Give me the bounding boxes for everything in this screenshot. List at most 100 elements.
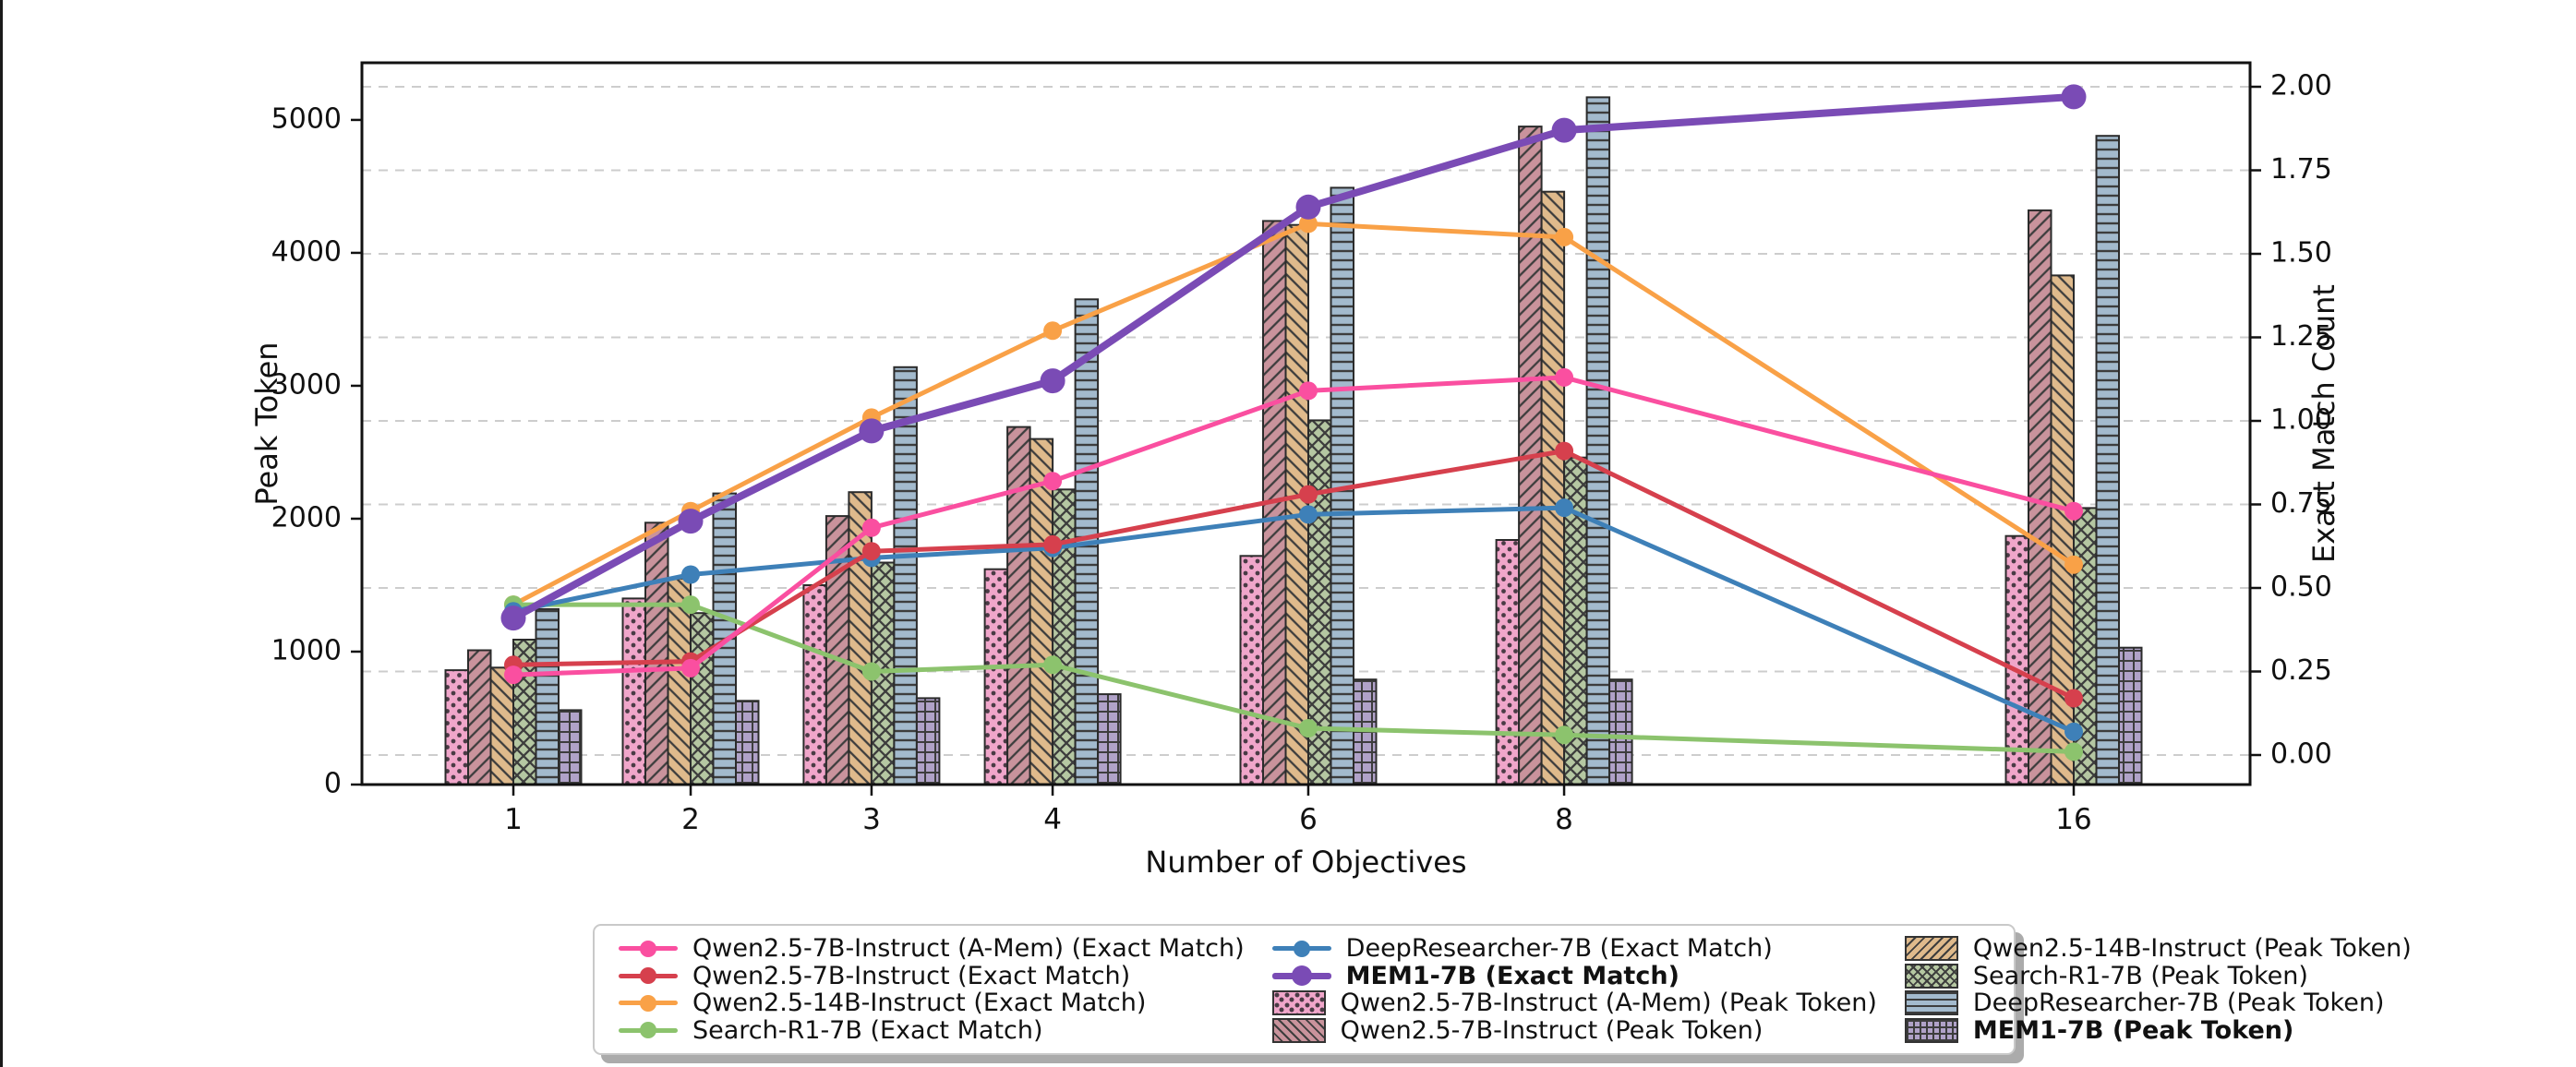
bar-hatch-qwen2-5-7b-instruct-a-mem-peak-token-x16	[2004, 534, 2029, 785]
bar-hatch-qwen2-5-7b-instruct-peak-token-x16	[2028, 209, 2052, 785]
x-tick-label: 6	[1299, 803, 1318, 836]
legend-item-deepresearcher-7b-exact-match: DeepResearcher-7B (Exact Match)	[1271, 934, 1877, 964]
legend-label: Search-R1-7B (Peak Token)	[1972, 961, 2308, 990]
marker-mem1-7b-exact-match-x4	[1040, 368, 1065, 394]
legend-bar-swatch	[1904, 963, 1958, 989]
marker-search-r1-7b-exact-match-x4	[1043, 655, 1063, 675]
right-tick-label: 1.50	[2270, 237, 2332, 270]
legend-item-search-r1-7b-peak-token: Search-R1-7B (Peak Token)	[1904, 961, 2412, 990]
legend-line-swatch	[619, 993, 678, 1013]
bar-hatch-qwen2-5-7b-instruct-a-mem-peak-token-x8	[1495, 539, 1521, 785]
marker-deepresearcher-7b-exact-match-x8	[1555, 498, 1574, 518]
bar-hatch-mem1-7b-peak-token-x1	[558, 709, 583, 786]
right-tick-label: 0.50	[2270, 571, 2332, 604]
bar-hatch-search-r1-7b-peak-token-x2	[690, 612, 715, 786]
bar-hatch-deepresearcher-7b-peak-token-x1	[535, 607, 560, 786]
legend-item-qwen2-5-7b-instruct-a-mem-peak-token: Qwen2.5-7B-Instruct (A-Mem) (Peak Token)	[1271, 989, 1877, 1017]
legend-line-swatch	[619, 965, 678, 986]
bar-hatch-search-r1-7b-peak-token-x16	[2073, 507, 2098, 786]
marker-qwen2-5-7b-instruct-a-mem-exact-match-x2	[681, 658, 700, 677]
marker-deepresearcher-7b-exact-match-x2	[681, 565, 700, 584]
marker-qwen2-5-7b-instruct-a-mem-exact-match-x6	[1299, 381, 1318, 401]
marker-qwen2-5-14b-instruct-exact-match-x6	[1299, 214, 1318, 234]
bar-hatch-qwen2-5-14b-instruct-peak-token-x8	[1540, 190, 1566, 785]
right-tick-label: 0.25	[2270, 654, 2332, 687]
screenshot-left-border	[0, 0, 3, 1067]
marker-search-r1-7b-exact-match-x8	[1555, 725, 1574, 745]
bar-hatch-qwen2-5-7b-instruct-peak-token-x4	[1006, 426, 1031, 785]
marker-qwen2-5-7b-instruct-a-mem-exact-match-x4	[1043, 472, 1063, 491]
marker-mem1-7b-exact-match-x16	[2061, 84, 2087, 110]
legend-bar-swatch	[1271, 1017, 1326, 1043]
marker-qwen2-5-7b-instruct-exact-match-x8	[1555, 441, 1574, 461]
marker-qwen2-5-7b-instruct-a-mem-exact-match-x3	[861, 518, 881, 537]
bar-hatch-deepresearcher-7b-peak-token-x3	[893, 366, 918, 785]
bar-hatch-qwen2-5-7b-instruct-a-mem-peak-token-x2	[621, 597, 646, 786]
marker-search-r1-7b-exact-match-x16	[2064, 742, 2083, 761]
right-tick-label: 0.75	[2270, 487, 2332, 520]
bar-hatch-qwen2-5-14b-instruct-peak-token-x6	[1284, 223, 1309, 785]
legend-bar-swatch	[1271, 990, 1326, 1016]
right-axis-title: Exact Match Count	[2306, 284, 2341, 563]
legend-bar-swatch	[1904, 990, 1958, 1016]
x-tick-label: 16	[2055, 803, 2091, 836]
legend-line-swatch	[619, 939, 678, 959]
left-axis-title: Peak Token	[249, 342, 284, 505]
legend-item-qwen2-5-7b-instruct-peak-token: Qwen2.5-7B-Instruct (Peak Token)	[1271, 1015, 1877, 1045]
marker-qwen2-5-7b-instruct-a-mem-exact-match-x8	[1555, 367, 1574, 387]
legend-grid: Qwen2.5-7B-Instruct (A-Mem) (Exact Match…	[595, 926, 2412, 1053]
right-tick-label: 1.25	[2270, 320, 2332, 353]
marker-qwen2-5-7b-instruct-exact-match-x4	[1043, 534, 1063, 554]
legend-label: Qwen2.5-7B-Instruct (Peak Token)	[1340, 1015, 1763, 1045]
legend-label: Search-R1-7B (Exact Match)	[692, 1015, 1043, 1045]
bar-hatch-deepresearcher-7b-peak-token-x16	[2095, 135, 2120, 785]
bar-hatch-qwen2-5-7b-instruct-a-mem-peak-token-x4	[983, 568, 1009, 786]
legend-line-swatch	[1271, 965, 1331, 987]
marker-mem1-7b-exact-match-x3	[859, 418, 885, 444]
legend-label: Qwen2.5-14B-Instruct (Exact Match)	[692, 989, 1147, 1018]
right-tick-label: 2.00	[2270, 70, 2332, 102]
legend-item-qwen2-5-7b-instruct-a-mem-exact-match: Qwen2.5-7B-Instruct (A-Mem) (Exact Match…	[619, 935, 1245, 963]
left-tick-label: 1000	[271, 634, 342, 666]
bar-hatch-deepresearcher-7b-peak-token-x8	[1585, 96, 1611, 785]
legend-label: Qwen2.5-7B-Instruct (Exact Match)	[692, 961, 1131, 990]
marker-search-r1-7b-exact-match-x2	[681, 595, 700, 615]
left-tick-label: 2000	[271, 501, 342, 534]
legend-item-mem1-7b-peak-token: MEM1-7B (Peak Token)	[1904, 1017, 2412, 1045]
legend-item-qwen2-5-7b-instruct-exact-match: Qwen2.5-7B-Instruct (Exact Match)	[619, 963, 1245, 990]
bar-hatch-qwen2-5-14b-instruct-peak-token-x4	[1029, 438, 1054, 785]
left-tick-label: 3000	[271, 368, 342, 401]
right-tick-label: 1.75	[2270, 153, 2332, 186]
bar-hatch-mem1-7b-peak-token-x8	[1608, 678, 1633, 786]
marker-qwen2-5-14b-instruct-exact-match-x8	[1555, 227, 1574, 246]
legend-item-qwen2-5-14b-instruct-exact-match: Qwen2.5-14B-Instruct (Exact Match)	[619, 989, 1245, 1017]
bar-hatch-search-r1-7b-peak-token-x4	[1052, 488, 1077, 785]
legend-label: Qwen2.5-7B-Instruct (A-Mem) (Exact Match…	[692, 934, 1245, 964]
marker-deepresearcher-7b-exact-match-x6	[1299, 505, 1318, 524]
legend-bar-swatch	[1904, 936, 1958, 962]
marker-search-r1-7b-exact-match-x6	[1299, 719, 1318, 737]
plot-border	[360, 61, 2252, 786]
legend-line-swatch	[1271, 939, 1331, 959]
x-axis-title: Number of Objectives	[1145, 845, 1466, 880]
left-tick-label: 0	[324, 768, 342, 800]
x-tick-label: 8	[1555, 803, 1573, 836]
x-tick-label: 1	[504, 803, 523, 836]
legend-label: DeepResearcher-7B (Exact Match)	[1345, 934, 1773, 964]
marker-search-r1-7b-exact-match-x3	[861, 662, 881, 681]
legend-item-deepresearcher-7b-peak-token: DeepResearcher-7B (Peak Token)	[1904, 989, 2412, 1017]
x-tick-label: 3	[862, 803, 881, 836]
legend-item-qwen2-5-14b-instruct-peak-token: Qwen2.5-14B-Instruct (Peak Token)	[1904, 935, 2412, 963]
legend-line-swatch	[619, 1020, 678, 1040]
marker-qwen2-5-7b-instruct-a-mem-exact-match-x16	[2064, 501, 2083, 521]
marker-qwen2-5-7b-instruct-exact-match-x16	[2064, 689, 2083, 708]
bar-hatch-qwen2-5-7b-instruct-a-mem-peak-token-x1	[444, 669, 469, 785]
x-tick-label: 4	[1043, 803, 1062, 836]
marker-qwen2-5-7b-instruct-a-mem-exact-match-x1	[504, 665, 523, 685]
right-tick-label: 0.00	[2270, 738, 2332, 771]
bar-hatch-qwen2-5-14b-instruct-peak-token-x1	[489, 666, 514, 785]
bar-hatch-qwen2-5-14b-instruct-peak-token-x16	[2050, 274, 2075, 785]
marker-qwen2-5-7b-instruct-exact-match-x6	[1299, 485, 1318, 504]
